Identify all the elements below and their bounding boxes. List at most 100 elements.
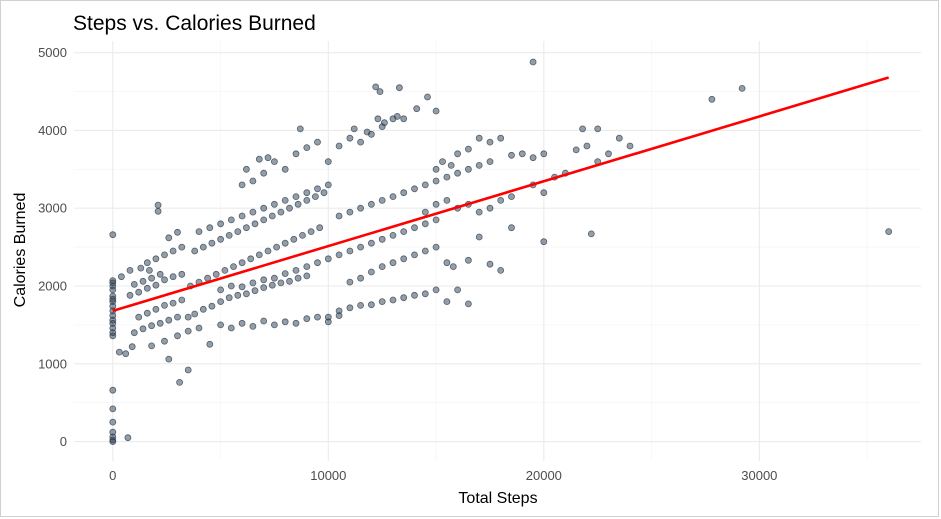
data-point — [238, 319, 246, 327]
data-point — [221, 266, 229, 274]
data-point — [447, 161, 455, 169]
data-point — [294, 200, 302, 208]
data-point — [579, 125, 586, 133]
data-point — [184, 366, 192, 374]
data-point — [260, 169, 268, 177]
data-point — [247, 255, 255, 263]
data-point — [311, 193, 319, 201]
data-point — [411, 291, 418, 299]
data-point — [169, 299, 177, 307]
data-point — [432, 177, 440, 185]
data-point — [411, 224, 418, 232]
data-point — [169, 273, 177, 281]
data-point — [529, 58, 537, 66]
data-point — [176, 378, 184, 386]
data-point — [174, 228, 181, 236]
data-point — [708, 95, 716, 103]
data-point — [316, 224, 324, 232]
data-point — [421, 290, 429, 298]
data-point — [389, 296, 397, 304]
data-point — [314, 259, 321, 267]
data-point — [109, 277, 117, 285]
data-point — [178, 243, 186, 251]
data-point — [292, 266, 300, 274]
data-point — [296, 125, 304, 133]
data-point — [424, 93, 431, 101]
data-point — [320, 189, 328, 197]
data-point — [130, 329, 138, 337]
y-tick-label: 2000 — [38, 279, 67, 294]
data-point — [432, 243, 440, 251]
data-point — [273, 243, 281, 251]
data-point — [357, 301, 365, 309]
data-point — [605, 150, 612, 158]
data-point — [292, 319, 300, 327]
data-point — [277, 279, 285, 287]
data-point — [249, 279, 257, 287]
data-point — [109, 231, 117, 239]
data-point — [411, 185, 418, 193]
data-point — [335, 307, 343, 315]
data-point — [242, 290, 250, 298]
data-point — [443, 173, 451, 181]
data-point — [346, 278, 354, 286]
x-axis-ticks: 0 10000 20000 30000 — [109, 468, 777, 483]
data-point — [238, 259, 246, 267]
data-point — [439, 158, 446, 166]
data-point — [184, 327, 192, 335]
data-point — [270, 274, 278, 282]
data-point — [268, 281, 276, 289]
data-point — [303, 196, 311, 204]
data-point — [626, 142, 634, 150]
x-tick-label: 30000 — [741, 468, 777, 483]
data-point — [242, 165, 250, 173]
data-point — [126, 266, 134, 274]
data-point — [395, 84, 403, 92]
data-point — [148, 322, 156, 330]
data-point — [161, 301, 168, 309]
data-point — [206, 224, 214, 232]
chart-title: Steps vs. Calories Burned — [73, 12, 316, 35]
data-point — [443, 259, 451, 267]
data-point — [400, 294, 408, 302]
data-point — [518, 150, 526, 158]
data-point — [281, 318, 289, 326]
data-point — [165, 316, 173, 324]
data-point — [165, 234, 173, 242]
data-point — [324, 255, 332, 263]
data-point — [335, 212, 343, 220]
data-point — [314, 313, 321, 321]
y-axis-title: Calories Burned — [12, 193, 29, 308]
data-point — [264, 247, 272, 255]
data-point — [109, 418, 117, 426]
data-point — [249, 322, 257, 330]
data-point — [378, 196, 386, 204]
data-point — [540, 238, 548, 246]
data-point — [255, 251, 263, 259]
y-axis-ticks: 0 1000 2000 3000 4000 5000 — [38, 45, 67, 449]
data-point — [508, 193, 515, 201]
data-point — [350, 125, 358, 133]
grid-lines — [74, 41, 921, 461]
data-point — [346, 247, 354, 255]
data-point — [292, 193, 300, 201]
data-point — [314, 185, 321, 193]
data-point — [572, 146, 580, 154]
data-point — [161, 251, 168, 259]
data-point — [303, 315, 311, 323]
data-point — [475, 134, 483, 142]
data-point — [281, 270, 289, 278]
data-point — [251, 220, 259, 228]
data-point — [109, 292, 117, 300]
data-point — [161, 337, 168, 345]
data-point — [217, 235, 225, 243]
data-point — [357, 138, 365, 146]
data-point — [299, 231, 306, 239]
data-point — [238, 181, 246, 189]
data-point — [217, 286, 225, 294]
data-point — [508, 224, 515, 232]
data-point — [143, 259, 151, 267]
data-point — [357, 204, 365, 212]
data-point — [363, 128, 371, 136]
data-point — [217, 220, 225, 228]
